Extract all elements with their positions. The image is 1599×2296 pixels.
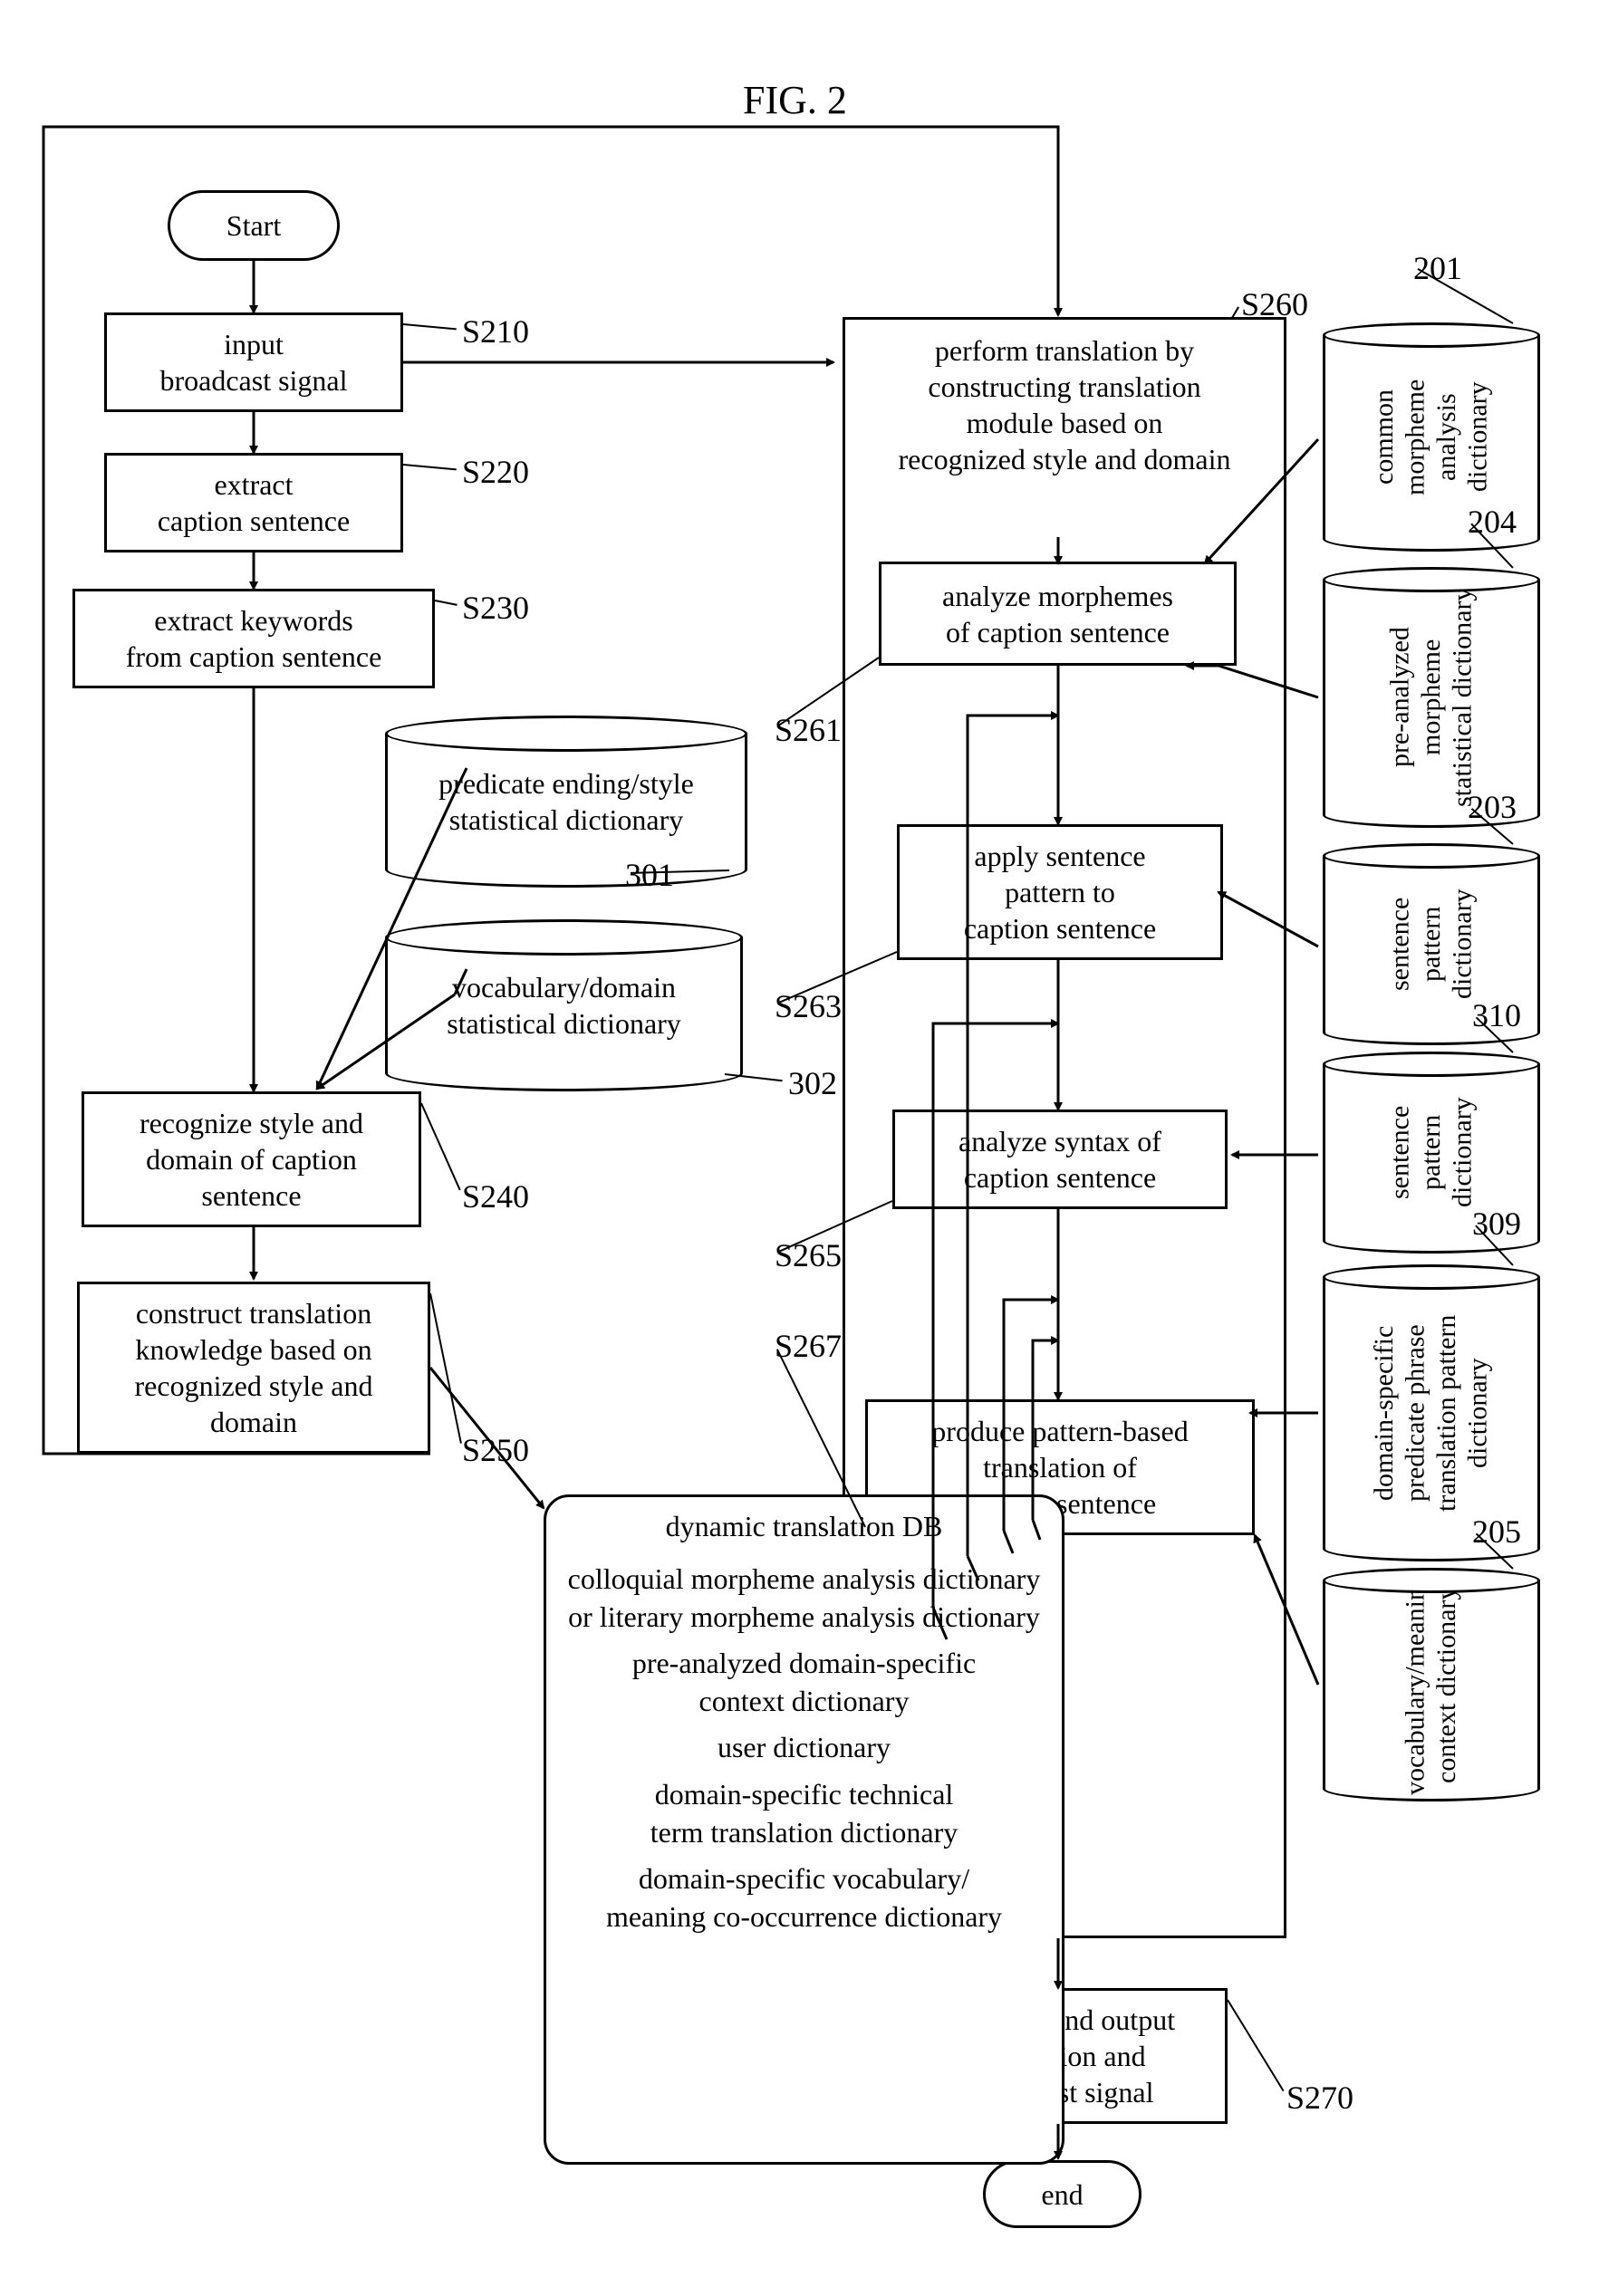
ref-S210: S210	[462, 312, 529, 351]
cylinder-301: predicate ending/style statistical dicti…	[385, 734, 747, 869]
db-title: dynamic translation DB	[546, 1510, 1062, 1543]
ref-S261: S261	[775, 711, 842, 749]
ref-S220: S220	[462, 453, 529, 491]
process-label: extract caption sentence	[158, 466, 350, 539]
ref-204: 204	[1468, 503, 1517, 541]
ref-301: 301	[625, 856, 674, 894]
ref-S267: S267	[775, 1327, 842, 1365]
ref-205: 205	[1472, 1513, 1521, 1551]
ref-302: 302	[788, 1064, 837, 1102]
process-s230: extract keywords from caption sentence	[72, 589, 435, 688]
process-label: extract keywords from caption sentence	[126, 602, 382, 675]
ref-S270: S270	[1286, 2079, 1353, 2117]
cylinder-309: domain-specific predicate phrase transla…	[1323, 1277, 1540, 1549]
ref-S260: S260	[1241, 285, 1308, 323]
process-label: recognize style and domain of caption se…	[140, 1105, 363, 1214]
process-label: construct translation knowledge based on…	[135, 1295, 373, 1440]
cylinder-label: vocabulary/domain statistical dictionary	[447, 969, 681, 1042]
end-terminator: end	[983, 2160, 1141, 2228]
cylinder-label: domain-specific predicate phrase transla…	[1369, 1314, 1494, 1511]
dynamic-db-container: dynamic translation DB colloquial morphe…	[544, 1494, 1064, 2165]
ref-S250: S250	[462, 1431, 529, 1469]
cylinder-302: vocabulary/domain statistical dictionary	[385, 937, 743, 1073]
cylinder-label: vocabulary/meaning context dictionary	[1401, 1574, 1463, 1796]
db-items: colloquial morpheme analysis dictionary …	[546, 1551, 1062, 1945]
cylinder-204: pre-analyzed morpheme statistical dictio…	[1323, 580, 1540, 815]
process-label: input broadcast signal	[159, 326, 347, 399]
figure-title: FIG. 2	[743, 77, 847, 123]
process-s210: input broadcast signal	[104, 312, 403, 412]
cylinder-label: sentence pattern dictionary	[1384, 860, 1479, 1029]
cylinder-label: predicate ending/style statistical dicti…	[438, 765, 694, 838]
process-s220: extract caption sentence	[104, 453, 403, 552]
process-s265: analyze syntax of caption sentence	[892, 1110, 1228, 1209]
ref-310: 310	[1472, 996, 1521, 1034]
process-label: analyze syntax of caption sentence	[958, 1123, 1161, 1196]
ref-S265: S265	[775, 1236, 842, 1274]
process-s250: construct translation knowledge based on…	[77, 1282, 430, 1454]
ref-309: 309	[1472, 1205, 1521, 1243]
process-label: apply sentence pattern to caption senten…	[964, 838, 1156, 946]
ref-S240: S240	[462, 1177, 529, 1215]
start-terminator: Start	[168, 190, 340, 261]
process-label: analyze morphemes of caption sentence	[942, 578, 1173, 650]
ref-203: 203	[1468, 788, 1517, 826]
process-label: perform translation by constructing tran…	[899, 334, 1231, 476]
cylinder-label: sentence pattern dictionary	[1384, 1068, 1479, 1237]
cylinder-label: pre-analyzed morpheme statistical dictio…	[1384, 583, 1479, 812]
ref-S263: S263	[775, 987, 842, 1025]
cylinder-205: vocabulary/meaning context dictionary	[1323, 1580, 1540, 1789]
process-s263: apply sentence pattern to caption senten…	[897, 824, 1223, 960]
ref-S230: S230	[462, 589, 529, 627]
process-s261: analyze morphemes of caption sentence	[879, 562, 1237, 666]
process-s240: recognize style and domain of caption se…	[82, 1091, 421, 1227]
